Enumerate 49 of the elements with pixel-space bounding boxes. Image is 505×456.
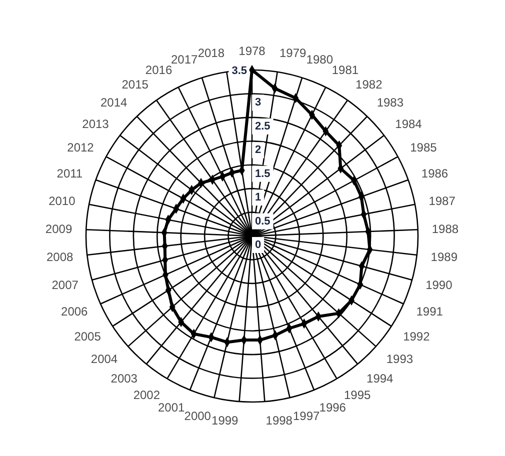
spoke-label: 1999 — [212, 413, 239, 428]
spoke-label: 2013 — [82, 116, 110, 131]
spoke-label: 1985 — [410, 140, 438, 155]
spoke-label: 1991 — [416, 304, 444, 319]
spoke-label: 1997 — [293, 409, 320, 424]
spoke-label: 1987 — [428, 194, 456, 208]
y-tick-label: 1.5 — [255, 168, 270, 180]
spoke-label: 2017 — [170, 52, 198, 67]
spoke-label: 2011 — [56, 166, 83, 180]
y-tick-label: 2 — [255, 144, 262, 156]
y-tick-label: 0.5 — [255, 215, 270, 228]
y-tick-label: 0 — [255, 239, 262, 251]
spoke-label: 2008 — [46, 250, 74, 264]
spoke-label: 2006 — [61, 304, 88, 319]
spoke-label: 2015 — [122, 78, 149, 92]
y-tick-label: 3 — [255, 96, 262, 109]
spoke-label: 1978 — [238, 44, 266, 58]
spoke-label: 2018 — [198, 46, 225, 60]
y-tick-label: 3.5 — [232, 65, 247, 77]
spoke-label: 2002 — [133, 388, 160, 402]
spoke-label: 1998 — [266, 413, 293, 428]
y-tick-label: 2.5 — [255, 120, 270, 132]
spoke-label: 2012 — [67, 140, 94, 155]
spoke-label: 1996 — [319, 400, 346, 415]
spoke-label: 2016 — [145, 63, 172, 78]
spoke-label: 1984 — [395, 116, 422, 131]
spoke-label: 1995 — [344, 388, 372, 402]
spoke-label: 1981 — [332, 63, 359, 78]
spoke-label: 2000 — [184, 409, 212, 424]
spoke-label: 2010 — [48, 194, 76, 208]
spoke-label: 1986 — [421, 166, 448, 180]
spoke-label: 1992 — [403, 330, 430, 344]
spoke-label: 1994 — [366, 372, 394, 386]
spoke-label: 1983 — [376, 96, 404, 110]
spoke-label: 1989 — [430, 250, 458, 264]
spoke-label: 2009 — [45, 222, 72, 236]
spoke-label: 1982 — [356, 78, 383, 92]
spoke-label: 2001 — [158, 400, 186, 415]
spoke-label: 1990 — [426, 278, 453, 292]
spoke-label: 2005 — [74, 330, 102, 344]
spoke-label: 2014 — [100, 96, 128, 110]
spoke-label: 1980 — [306, 52, 334, 67]
spoke-label: 2007 — [52, 278, 79, 292]
spoke-label: 1988 — [432, 222, 459, 236]
spoke-label: 1993 — [386, 352, 414, 366]
spoke-label: 1979 — [279, 46, 306, 60]
spoke-label: 2003 — [110, 372, 138, 386]
spoke-label: 2004 — [90, 352, 118, 366]
y-tick-label: 1 — [255, 192, 262, 204]
